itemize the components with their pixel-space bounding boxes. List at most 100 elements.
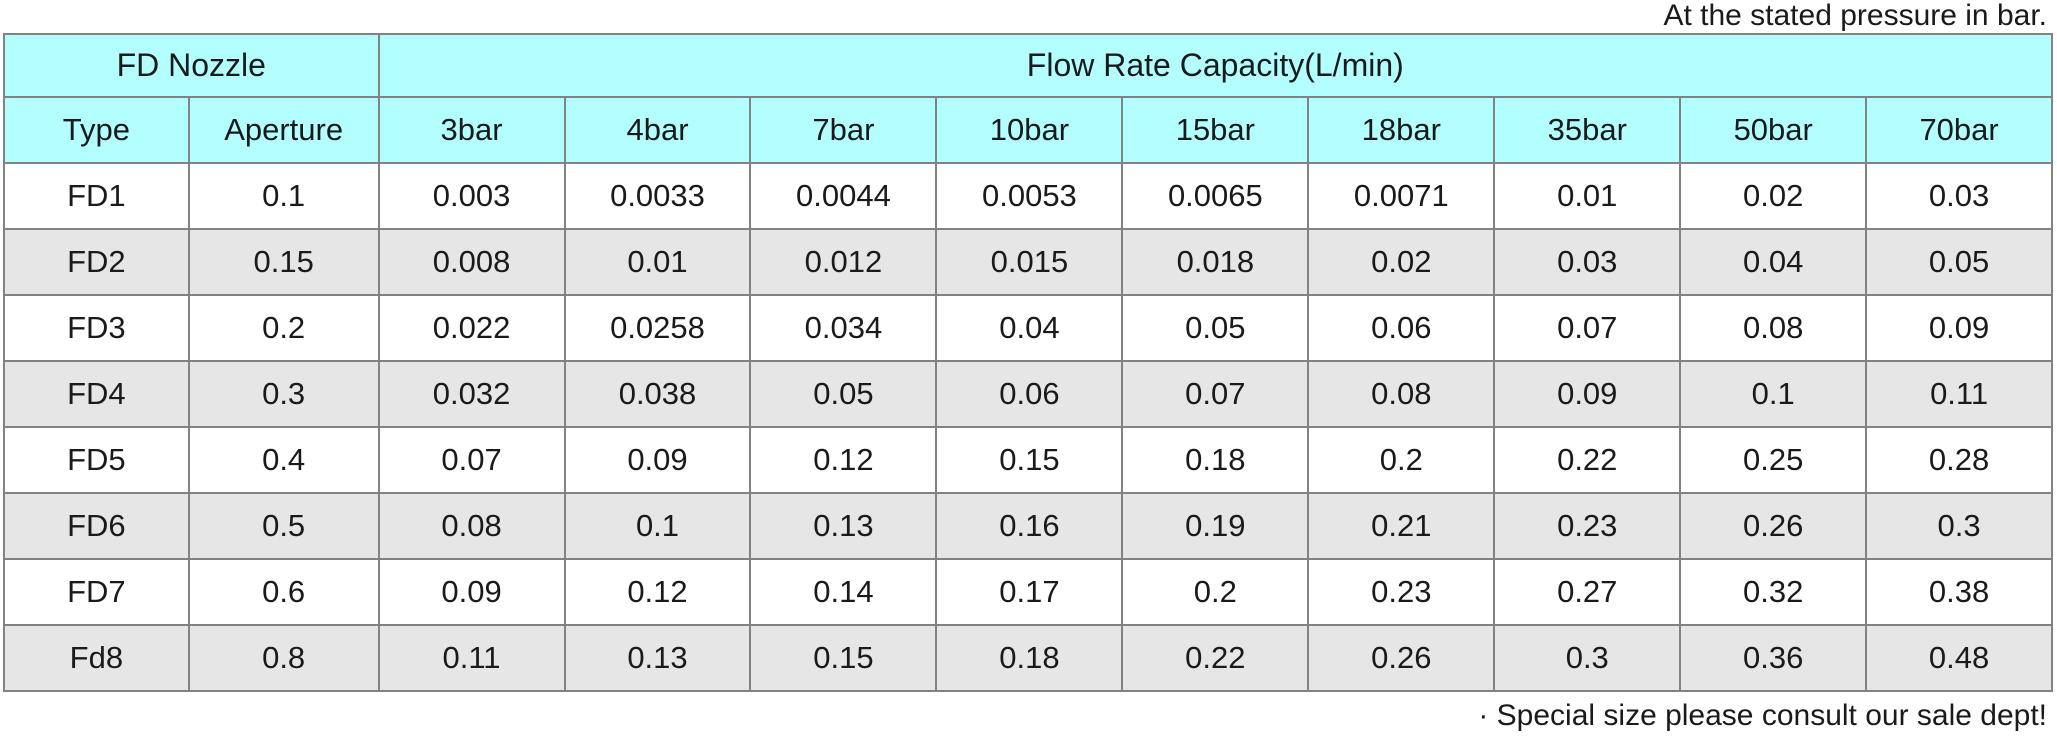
table-body: FD1 0.1 0.003 0.0033 0.0044 0.0053 0.0065 0.007… — [3, 162, 2053, 692]
cell-flow-rate: 0.18 — [935, 624, 1124, 692]
column-header-10bar: 10bar — [935, 96, 1124, 164]
cell-type: Fd8 — [3, 624, 190, 692]
cell-flow-rate: 0.04 — [1679, 228, 1868, 296]
cell-flow-rate: 0.003 — [377, 162, 566, 230]
cell-flow-rate: 0.28 — [1865, 426, 2053, 494]
cell-flow-rate: 0.012 — [749, 228, 938, 296]
cell-flow-rate: 0.0065 — [1121, 162, 1310, 230]
cell-aperture: 0.15 — [187, 228, 380, 296]
cell-flow-rate: 0.12 — [563, 558, 752, 626]
cell-flow-rate: 0.0258 — [563, 294, 752, 362]
cell-flow-rate: 0.07 — [1493, 294, 1682, 362]
cell-flow-rate: 0.08 — [1679, 294, 1868, 362]
cell-flow-rate: 0.015 — [935, 228, 1124, 296]
cell-flow-rate: 0.36 — [1679, 624, 1868, 692]
column-header-row: Type Aperture 3bar 4bar 7bar 10bar 15bar… — [3, 96, 2053, 164]
cell-flow-rate: 0.008 — [377, 228, 566, 296]
cell-flow-rate: 0.02 — [1307, 228, 1496, 296]
cell-flow-rate: 0.18 — [1121, 426, 1310, 494]
table-header: FD Nozzle Flow Rate Capacity(L/min) Type… — [3, 33, 2054, 164]
table-row: FD7 0.6 0.09 0.12 0.14 0.17 0.2 0.23 0.27 0.32 0.3… — [3, 558, 2053, 626]
cell-flow-rate: 0.26 — [1679, 492, 1868, 560]
cell-flow-rate: 0.09 — [1493, 360, 1682, 428]
cell-flow-rate: 0.09 — [1865, 294, 2053, 362]
cell-flow-rate: 0.03 — [1493, 228, 1682, 296]
column-header-7bar: 7bar — [749, 96, 938, 164]
cell-flow-rate: 0.09 — [563, 426, 752, 494]
cell-type: FD1 — [3, 162, 190, 230]
column-header-4bar: 4bar — [563, 96, 752, 164]
cell-flow-rate: 0.034 — [749, 294, 938, 362]
cell-flow-rate: 0.11 — [1865, 360, 2053, 428]
cell-type: FD3 — [3, 294, 190, 362]
cell-flow-rate: 0.08 — [377, 492, 566, 560]
cell-flow-rate: 0.05 — [1865, 228, 2053, 296]
column-header-50bar: 50bar — [1679, 96, 1868, 164]
cell-flow-rate: 0.38 — [1865, 558, 2053, 626]
table-row: FD6 0.5 0.08 0.1 0.13 0.16 0.19 0.21 0.23 0.26 0.3 — [3, 492, 2053, 560]
column-header-3bar: 3bar — [377, 96, 566, 164]
cell-type: FD2 — [3, 228, 190, 296]
column-header-18bar: 18bar — [1307, 96, 1496, 164]
cell-flow-rate: 0.14 — [749, 558, 938, 626]
table-row: FD3 0.2 0.022 0.0258 0.034 0.04 0.05 0.06 0.07 0.… — [3, 294, 2053, 362]
cell-flow-rate: 0.05 — [749, 360, 938, 428]
group-header-row: FD Nozzle Flow Rate Capacity(L/min) — [3, 33, 2054, 98]
cell-flow-rate: 0.12 — [749, 426, 938, 494]
cell-type: FD6 — [3, 492, 190, 560]
cell-flow-rate: 0.25 — [1679, 426, 1868, 494]
cell-flow-rate: 0.15 — [935, 426, 1124, 494]
cell-type: FD7 — [3, 558, 190, 626]
cell-flow-rate: 0.04 — [935, 294, 1124, 362]
cell-flow-rate: 0.2 — [1307, 426, 1496, 494]
cell-flow-rate: 0.32 — [1679, 558, 1868, 626]
cell-flow-rate: 0.03 — [1865, 162, 2053, 230]
cell-flow-rate: 0.022 — [377, 294, 566, 362]
cell-aperture: 0.4 — [187, 426, 380, 494]
cell-flow-rate: 0.11 — [377, 624, 566, 692]
cell-flow-rate: 0.018 — [1121, 228, 1310, 296]
cell-flow-rate: 0.48 — [1865, 624, 2053, 692]
cell-flow-rate: 0.07 — [377, 426, 566, 494]
cell-aperture: 0.6 — [187, 558, 380, 626]
cell-flow-rate: 0.15 — [749, 624, 938, 692]
cell-aperture: 0.1 — [187, 162, 380, 230]
table-row: FD5 0.4 0.07 0.09 0.12 0.15 0.18 0.2 0.22 0.25 0.2… — [3, 426, 2053, 494]
header-fd-nozzle: FD Nozzle — [3, 33, 380, 98]
cell-type: FD5 — [3, 426, 190, 494]
cell-flow-rate: 0.08 — [1307, 360, 1496, 428]
cell-flow-rate: 0.01 — [1493, 162, 1682, 230]
table-row: FD4 0.3 0.032 0.038 0.05 0.06 0.07 0.08 0.09 0.1 0… — [3, 360, 2053, 428]
cell-aperture: 0.3 — [187, 360, 380, 428]
cell-flow-rate: 0.0053 — [935, 162, 1124, 230]
cell-flow-rate: 0.1 — [1679, 360, 1868, 428]
cell-flow-rate: 0.06 — [1307, 294, 1496, 362]
cell-flow-rate: 0.22 — [1121, 624, 1310, 692]
cell-flow-rate: 0.3 — [1865, 492, 2053, 560]
cell-flow-rate: 0.17 — [935, 558, 1124, 626]
cell-flow-rate: 0.06 — [935, 360, 1124, 428]
cell-flow-rate: 0.038 — [563, 360, 752, 428]
cell-flow-rate: 0.0033 — [563, 162, 752, 230]
cell-flow-rate: 0.13 — [563, 624, 752, 692]
cell-aperture: 0.8 — [187, 624, 380, 692]
cell-flow-rate: 0.26 — [1307, 624, 1496, 692]
cell-flow-rate: 0.1 — [563, 492, 752, 560]
column-header-35bar: 35bar — [1493, 96, 1682, 164]
special-size-note: · Special size please consult our sale d… — [1478, 699, 2047, 732]
cell-flow-rate: 0.23 — [1493, 492, 1682, 560]
column-header-15bar: 15bar — [1121, 96, 1310, 164]
table-row: Fd8 0.8 0.11 0.13 0.15 0.18 0.22 0.26 0.3 0.36 0.4… — [3, 624, 2053, 692]
cell-flow-rate: 0.07 — [1121, 360, 1310, 428]
cell-flow-rate: 0.0044 — [749, 162, 938, 230]
table-row: FD2 0.15 0.008 0.01 0.012 0.015 0.018 0.02 0.03 0… — [3, 228, 2053, 296]
column-header-70bar: 70bar — [1865, 96, 2053, 164]
cell-flow-rate: 0.27 — [1493, 558, 1682, 626]
cell-type: FD4 — [3, 360, 190, 428]
cell-flow-rate: 0.22 — [1493, 426, 1682, 494]
table-row: FD1 0.1 0.003 0.0033 0.0044 0.0053 0.0065 0.007… — [3, 162, 2053, 230]
cell-aperture: 0.2 — [187, 294, 380, 362]
cell-flow-rate: 0.13 — [749, 492, 938, 560]
cell-flow-rate: 0.2 — [1121, 558, 1310, 626]
